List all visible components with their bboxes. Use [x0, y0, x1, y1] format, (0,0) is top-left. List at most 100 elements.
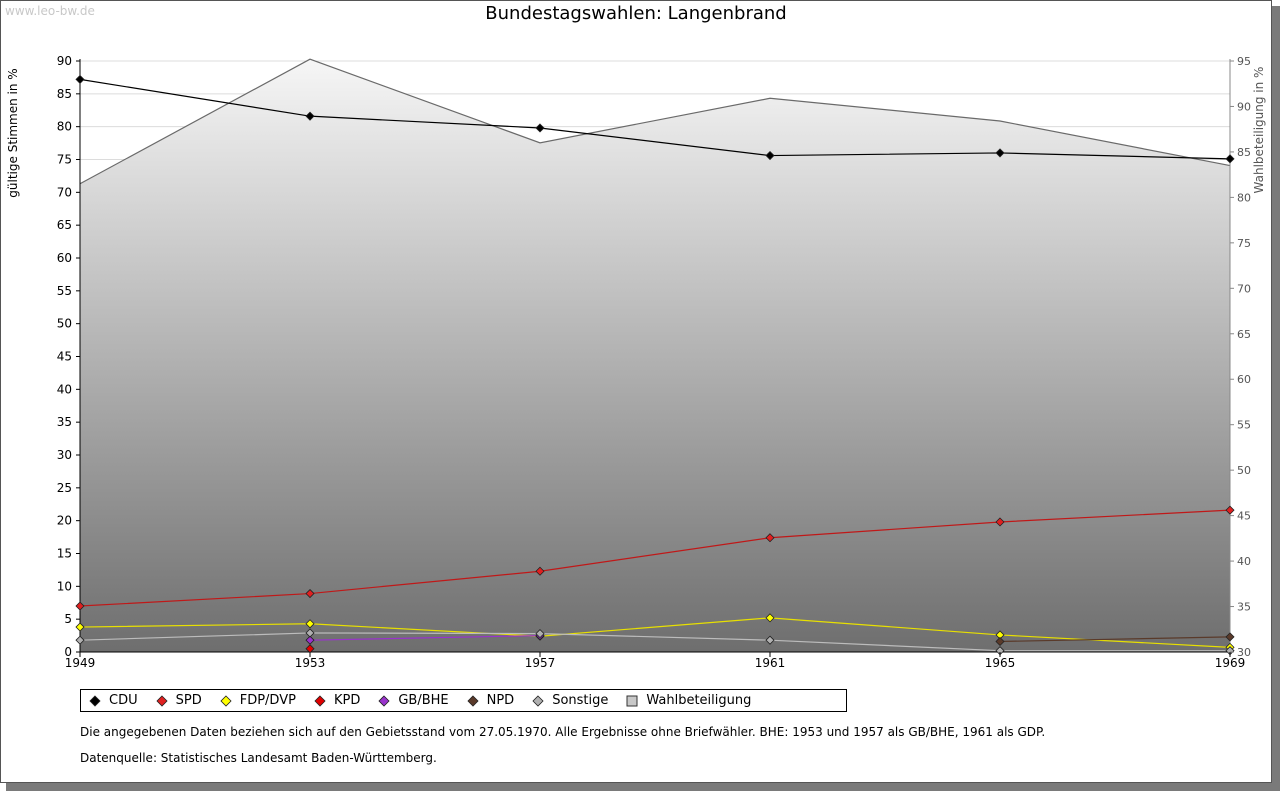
data-point-fdp-dvp	[305, 619, 315, 629]
series-line-spd	[79, 509, 1231, 607]
legend-item: GB/BHE	[378, 693, 449, 708]
legend-label: Wahlbeteiligung	[646, 693, 752, 708]
y-tick-label: 10	[57, 579, 72, 593]
legend-label: SPD	[175, 693, 202, 708]
y-axis-label-right: Wahlbeteiligung in %	[1252, 66, 1266, 194]
y2-tick-label: 30	[1237, 646, 1251, 659]
legend-item: CDU	[89, 693, 138, 708]
legend-label: KPD	[333, 693, 361, 708]
y-tick-label: 90	[57, 54, 72, 68]
x-tick-label: 1965	[985, 656, 1016, 670]
series-line-npd	[999, 636, 1231, 643]
y-tick-label: 65	[57, 218, 72, 232]
y-tick-label: 70	[57, 185, 72, 199]
series-line-fdp-dvp	[79, 617, 1231, 649]
legend-label: NPD	[486, 693, 515, 708]
turnout-line	[79, 58, 1231, 185]
data-point-npd	[995, 636, 1005, 647]
y-tick-label: 35	[57, 415, 72, 429]
series-line-sonstige	[79, 632, 1230, 652]
y2-tick-label: 55	[1237, 419, 1251, 432]
y2-tick-label: 40	[1237, 555, 1251, 568]
legend-item: Sonstige	[532, 693, 608, 708]
y-tick-label: 75	[57, 153, 72, 167]
legend-marker-icon	[378, 694, 390, 707]
data-point-sonstige	[535, 629, 545, 639]
data-point-fdp-dvp	[765, 613, 775, 623]
data-point-cdu	[995, 148, 1005, 158]
data-point-cdu	[1225, 154, 1235, 164]
y2-tick-label: 85	[1237, 146, 1251, 159]
data-point-spd	[765, 533, 775, 543]
y2-tick-label: 80	[1237, 191, 1251, 204]
legend-marker-icon	[220, 694, 232, 707]
legend-marker-icon	[532, 694, 544, 707]
data-point-sonstige	[305, 628, 315, 638]
legend-item: SPD	[156, 693, 202, 708]
data-point-sonstige	[765, 635, 775, 645]
y2-tick-label: 70	[1237, 282, 1251, 295]
series-line-cdu	[79, 78, 1231, 160]
legend: CDU SPD FDP/DVP KPD GB/BHE NPD Sonstige Wahlbet…	[80, 689, 847, 712]
data-point-fdp-dvp	[75, 622, 85, 632]
y2-tick-label: 90	[1237, 100, 1251, 113]
y-tick-label: 30	[57, 448, 72, 462]
chart-title: Bundestagswahlen: Langenbrand	[485, 3, 787, 24]
y-tick-label: 0	[64, 645, 72, 659]
y2-tick-label: 75	[1237, 237, 1251, 250]
y-tick-label: 60	[57, 251, 72, 265]
y-tick-label: 55	[57, 284, 72, 298]
y-axis-label-left: gültige Stimmen in %	[6, 68, 20, 198]
y-tick-label: 50	[57, 317, 72, 331]
data-point-npd	[1225, 632, 1235, 642]
y2-tick-label: 45	[1237, 510, 1251, 523]
legend-label: FDP/DVP	[239, 693, 296, 708]
legend-marker-icon	[89, 694, 101, 707]
data-point-spd	[305, 588, 315, 599]
legend-label: CDU	[109, 693, 138, 708]
legend-item: FDP/DVP	[220, 693, 296, 708]
data-point-spd	[535, 566, 545, 576]
x-tick-label: 1957	[525, 656, 556, 670]
x-tick-label: 1961	[755, 656, 786, 670]
legend-marker-icon	[314, 694, 326, 707]
y-tick-label: 15	[57, 547, 72, 561]
data-point-cdu	[765, 150, 775, 161]
legend-label: GB/BHE	[398, 693, 449, 708]
y2-tick-label: 35	[1237, 601, 1251, 614]
data-point-spd	[75, 601, 85, 611]
y2-tick-label: 50	[1237, 464, 1251, 477]
legend-marker-icon	[156, 694, 168, 707]
data-point-gb-bhe	[305, 635, 315, 645]
chart-plot: 0 5 10 15 20 25 30 35 40 45 50 55 60 65 70 75 80 85 90 30 35…	[57, 54, 1251, 670]
turnout-area	[80, 59, 1230, 653]
y-tick-label: 20	[57, 514, 72, 528]
y2-tick-label: 65	[1237, 328, 1251, 341]
data-point-spd	[1225, 505, 1235, 515]
x-tick-label: 1953	[295, 656, 326, 670]
legend-item: Wahlbeteiligung	[626, 693, 751, 708]
y-tick-label: 85	[57, 87, 72, 101]
y-tick-label: 40	[57, 382, 72, 396]
x-tick-label: 1969	[1215, 656, 1246, 670]
legend-item: NPD	[467, 693, 515, 708]
legend-marker-icon	[467, 694, 479, 707]
frame-shadow-bottom	[6, 783, 1280, 791]
source-text: Datenquelle: Statistisches Landesamt Bad…	[80, 751, 437, 765]
legend-item: KPD	[314, 693, 360, 708]
legend-label: Sonstige	[552, 693, 609, 708]
legend-marker-icon	[626, 695, 638, 706]
data-point-cdu	[75, 74, 85, 84]
y2-tick-label: 95	[1237, 55, 1251, 68]
series-line-gb-bhe	[309, 634, 541, 641]
data-point-cdu	[535, 123, 545, 133]
y-tick-label: 25	[57, 481, 72, 495]
data-point-cdu	[305, 111, 315, 121]
frame-shadow-right	[1272, 6, 1280, 791]
y-tick-label: 45	[57, 350, 72, 364]
footnote-text: Die angegebenen Daten beziehen sich auf …	[80, 725, 1046, 739]
x-tick-label: 1949	[65, 656, 96, 670]
data-point-spd	[995, 517, 1005, 527]
y-tick-label: 80	[57, 120, 72, 134]
y-tick-label: 5	[64, 612, 72, 626]
